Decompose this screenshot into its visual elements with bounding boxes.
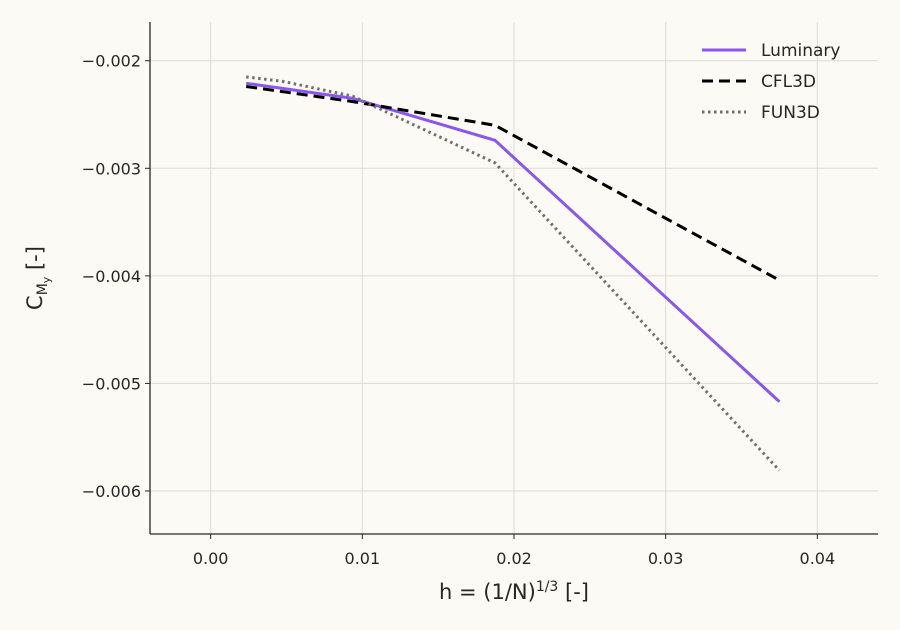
- x-tick-label: 0.03: [648, 549, 684, 568]
- legend: Luminary CFL3D FUN3D: [702, 41, 840, 123]
- series-group: [245, 75, 781, 472]
- x-tick-label: 0.00: [193, 549, 229, 568]
- y-tick-label: −0.002: [82, 52, 141, 71]
- x-axis-label: h = (1/N)1/3 [-]: [439, 579, 589, 604]
- grid: [150, 22, 878, 534]
- x-ticks: 0.00 0.01 0.02 0.03 0.04: [193, 534, 835, 568]
- legend-label-luminary: Luminary: [761, 41, 840, 61]
- y-tick-label: −0.005: [82, 374, 141, 393]
- y-tick-label: −0.003: [82, 159, 141, 178]
- y-axis-label: CMy [-]: [23, 246, 53, 310]
- legend-label-cfl3d: CFL3D: [761, 72, 816, 92]
- x-tick-label: 0.04: [800, 549, 836, 568]
- series-line-luminary: [245, 81, 781, 403]
- x-tick-label: 0.02: [496, 549, 532, 568]
- series-line-fun3d: [246, 75, 781, 472]
- x-tick-label: 0.01: [345, 549, 381, 568]
- y-ticks: −0.002 −0.003 −0.004 −0.005 −0.006: [82, 52, 150, 501]
- y-tick-label: −0.006: [82, 482, 141, 501]
- y-tick-label: −0.004: [82, 267, 141, 286]
- series-line-cfl3d: [245, 85, 781, 282]
- legend-label-fun3d: FUN3D: [761, 103, 820, 123]
